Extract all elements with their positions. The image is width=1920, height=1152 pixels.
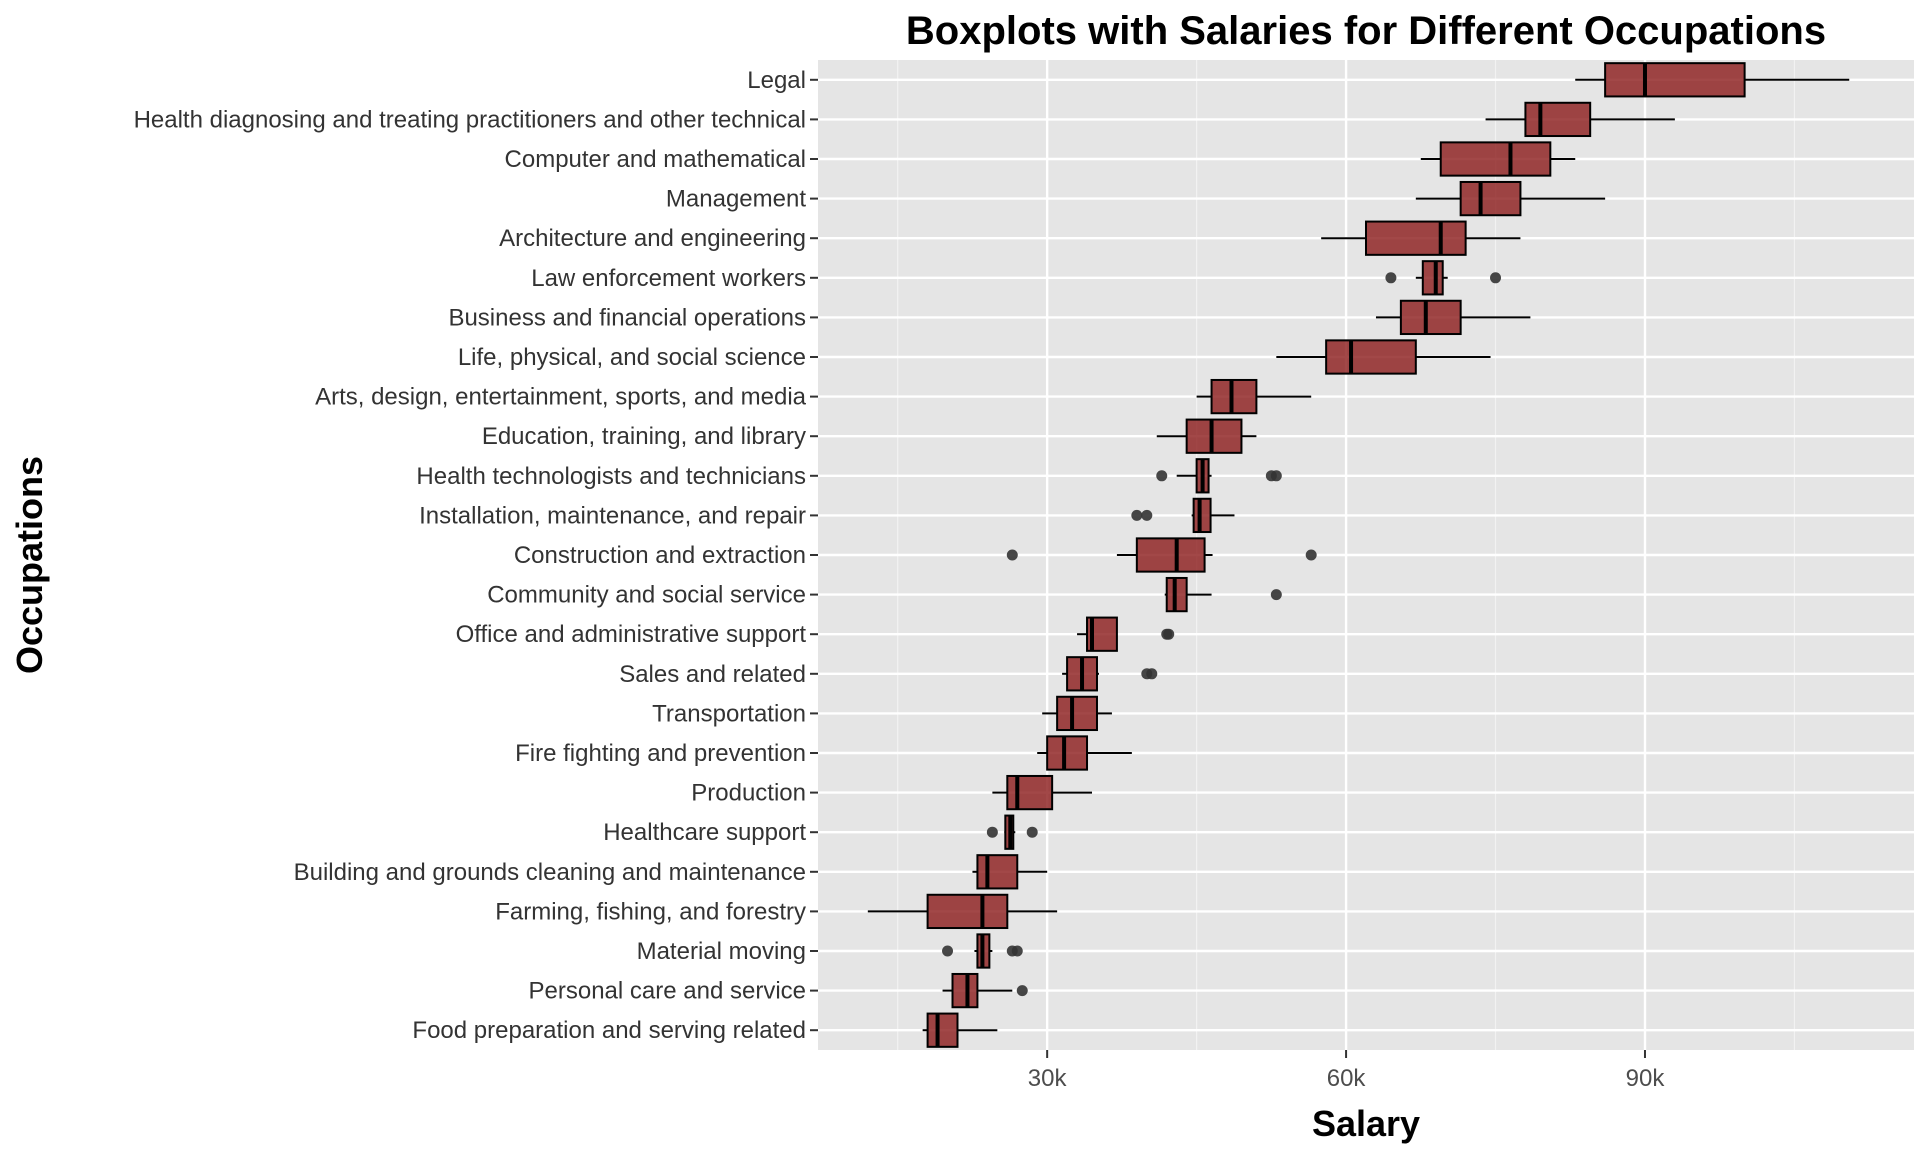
outlier-point	[1156, 470, 1168, 482]
box-iqr	[1135, 537, 1206, 573]
box-group	[1062, 656, 1158, 692]
y-tick-label: Production	[691, 780, 806, 807]
y-tick-label: Installation, maintenance, and repair	[419, 502, 806, 529]
y-tick-label: Education, training, and library	[482, 423, 806, 450]
y-axis-ticks	[810, 78, 818, 1032]
outlier-point	[1016, 985, 1028, 997]
x-tick-label: 90k	[1626, 1065, 1666, 1092]
box-iqr	[1399, 299, 1462, 336]
box-group	[1375, 299, 1531, 336]
y-tick-label: Food preparation and serving related	[412, 1017, 806, 1044]
box-group	[1042, 695, 1112, 732]
y-tick-label: Healthcare support	[603, 819, 806, 846]
box-iqr	[1439, 141, 1552, 177]
y-tick-label: Computer and mathematical	[505, 146, 806, 173]
box-iqr	[951, 972, 979, 1009]
outlier-point	[1385, 272, 1397, 284]
box-iqr	[1046, 735, 1089, 771]
box-group	[1156, 418, 1257, 454]
y-tick-label: Personal care and service	[529, 978, 806, 1005]
y-tick-label: Fire fighting and prevention	[515, 740, 806, 767]
outlier-point	[1270, 470, 1282, 482]
outlier-point	[986, 826, 998, 838]
box-iqr	[976, 854, 1019, 890]
box-group	[992, 774, 1092, 811]
box-iqr	[1604, 62, 1746, 98]
outlier-point	[1146, 668, 1158, 680]
y-tick-label: Office and administrative support	[456, 621, 807, 648]
y-tick-label: Law enforcement workers	[531, 265, 806, 292]
box-iqr	[1210, 378, 1258, 415]
x-axis-title: Salary	[1312, 1103, 1420, 1144]
y-tick-label: Construction and extraction	[514, 542, 806, 569]
box-group	[942, 972, 1028, 1009]
y-tick-label: Community and social service	[487, 582, 806, 609]
y-tick-label: Health technologists and technicians	[416, 463, 806, 490]
box-group	[1415, 180, 1606, 217]
outlier-point	[1006, 549, 1018, 561]
box-group	[867, 893, 1058, 930]
outlier-point	[1141, 509, 1153, 521]
box-group	[1420, 141, 1576, 177]
box-group	[1131, 497, 1235, 534]
outlier-point	[1490, 272, 1502, 284]
box-group	[972, 854, 1048, 890]
box-group	[1077, 616, 1175, 652]
box-iqr	[1524, 101, 1592, 138]
y-tick-label: Building and grounds cleaning and mainte…	[294, 859, 806, 886]
box-iqr	[1056, 695, 1098, 732]
box-group	[1575, 62, 1850, 98]
box-group	[1276, 339, 1491, 375]
box-group	[922, 1012, 998, 1048]
box-group	[1485, 101, 1675, 138]
y-tick-label: Farming, fishing, and forestry	[495, 898, 806, 925]
y-tick-label: Management	[666, 186, 806, 213]
box-group	[942, 933, 1023, 969]
box-iqr	[1185, 418, 1243, 454]
y-tick-label: Arts, design, entertainment, sports, and…	[315, 384, 807, 411]
outlier-point	[1163, 628, 1175, 640]
y-tick-label: Life, physical, and social science	[458, 344, 806, 371]
outlier-point	[942, 945, 954, 957]
box-iqr	[926, 1012, 959, 1048]
box-group	[1321, 220, 1521, 256]
boxplot-series	[867, 62, 1850, 1048]
y-tick-label: Legal	[747, 67, 806, 94]
box-iqr	[1006, 774, 1054, 811]
box-group	[1196, 378, 1312, 415]
x-axis-tick-labels: 30k 60k 90k	[1028, 1065, 1666, 1092]
outlier-point	[1131, 509, 1143, 521]
outlier-point	[1011, 945, 1023, 957]
box-iqr	[1325, 339, 1417, 375]
box-iqr	[926, 893, 1009, 930]
y-axis-tick-labels: Legal Health diagnosing and treating prac…	[134, 67, 807, 1044]
x-tick-label: 60k	[1327, 1065, 1367, 1092]
y-tick-label: Business and financial operations	[448, 304, 806, 331]
box-group	[1385, 260, 1502, 296]
box-iqr	[1365, 220, 1467, 256]
x-axis-ticks	[1046, 1050, 1646, 1058]
y-axis-title: Occupations	[9, 456, 50, 674]
box-iqr	[1192, 497, 1212, 534]
chart-title: Boxplots with Salaries for Different Occ…	[906, 9, 1826, 53]
outlier-point	[1270, 589, 1282, 601]
x-tick-label: 30k	[1028, 1065, 1068, 1092]
outlier-point	[1026, 826, 1038, 838]
box-group	[1156, 458, 1282, 494]
y-tick-label: Material moving	[637, 938, 806, 965]
box-group	[1164, 576, 1282, 613]
y-tick-label: Architecture and engineering	[499, 225, 806, 252]
y-tick-label: Sales and related	[619, 661, 806, 688]
box-iqr	[1459, 180, 1522, 217]
box-group	[986, 814, 1038, 850]
box-group	[1037, 735, 1132, 771]
outlier-point	[1305, 549, 1317, 561]
y-tick-label: Transportation	[652, 700, 806, 727]
box-iqr	[1421, 260, 1444, 296]
box-group	[1006, 537, 1317, 573]
y-tick-label: Health diagnosing and treating practitio…	[134, 106, 806, 133]
